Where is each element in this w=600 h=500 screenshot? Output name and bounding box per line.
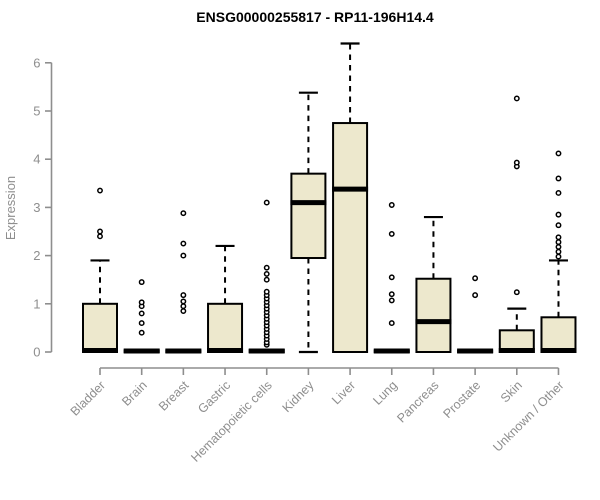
- x-category-label: Breast: [156, 378, 192, 414]
- box-prostate: [457, 275, 494, 354]
- box-rect: [415, 277, 452, 353]
- outlier-point: [263, 270, 270, 277]
- x-category-label: Liver: [329, 378, 358, 407]
- x-category-label: Gastric: [195, 378, 233, 416]
- outlier-point: [513, 159, 520, 166]
- box-hematopoietic-cells: [248, 199, 285, 354]
- outlier-point: [388, 297, 395, 304]
- y-tick-label: 5: [33, 104, 40, 119]
- outlier-point: [97, 187, 103, 194]
- outlier-point: [388, 202, 395, 208]
- x-category-label: Hematopoietic cells: [188, 378, 275, 465]
- outlier-point: [180, 252, 187, 259]
- outlier-point: [180, 210, 187, 217]
- outlier-point: [513, 95, 520, 102]
- outlier-point: [472, 275, 479, 282]
- outlier-point: [388, 230, 395, 237]
- box-breast: [165, 210, 202, 354]
- box-rect: [540, 316, 577, 353]
- x-category-label: Brain: [119, 378, 150, 409]
- box-bladder: [82, 187, 118, 354]
- y-tick-label: 6: [33, 55, 40, 70]
- outlier-point: [555, 211, 562, 218]
- y-tick-label: 3: [33, 200, 40, 215]
- outlier-point: [555, 239, 562, 246]
- box-pancreas: [415, 215, 452, 353]
- outlier-point: [180, 292, 187, 299]
- box-rect: [290, 172, 327, 260]
- outlier-point: [263, 276, 270, 283]
- outlier-point: [388, 320, 395, 327]
- boxes-layer: [82, 42, 577, 354]
- y-tick-label: 1: [33, 296, 40, 311]
- x-category-label: Prostate: [440, 378, 483, 421]
- box-lung: [373, 202, 410, 354]
- outlier-point: [555, 253, 562, 260]
- outlier-point: [138, 320, 145, 327]
- box-unknown-other: [540, 150, 577, 354]
- outlier-point: [513, 289, 520, 296]
- outlier-point: [97, 233, 103, 240]
- outlier-point: [555, 234, 562, 241]
- box-gastric: [207, 244, 244, 354]
- outlier-point: [263, 264, 270, 271]
- y-axis-label: Expression: [3, 176, 18, 240]
- chart-title: ENSG00000255817 - RP11-196H14.4: [196, 9, 434, 25]
- outlier-point: [263, 199, 270, 206]
- outlier-point: [388, 291, 395, 298]
- box-liver: [332, 42, 369, 353]
- x-category-label: Unknown / Other: [490, 378, 566, 454]
- x-category-label: Pancreas: [394, 378, 441, 425]
- y-tick-label: 2: [33, 248, 40, 263]
- outlier-point: [180, 298, 187, 305]
- outlier-point: [138, 279, 145, 286]
- outlier-point: [472, 292, 479, 299]
- x-category-label: Skin: [498, 378, 525, 405]
- outlier-point: [555, 189, 562, 196]
- outlier-point: [555, 222, 562, 229]
- y-tick-label: 0: [33, 345, 40, 360]
- box-rect: [332, 122, 369, 353]
- outlier-point: [180, 240, 187, 247]
- outlier-point: [555, 175, 562, 182]
- x-category-label: Lung: [370, 378, 400, 408]
- y-tick-label: 4: [33, 152, 40, 167]
- box-skin: [498, 95, 535, 354]
- outlier-point: [138, 310, 145, 317]
- outlier-point: [555, 248, 562, 255]
- outlier-point: [180, 303, 187, 310]
- box-kidney: [290, 91, 327, 354]
- outlier-point: [97, 228, 103, 235]
- outlier-point: [138, 329, 145, 336]
- outlier-point: [138, 299, 145, 306]
- outlier-point: [263, 288, 270, 295]
- outlier-point: [555, 150, 562, 157]
- outlier-point: [555, 243, 562, 250]
- axes: 0 1 2 3 4 5 6 Bladder Brain Breast GastricHematopo…: [33, 55, 566, 464]
- x-category-label: Bladder: [68, 378, 108, 418]
- outlier-point: [388, 274, 395, 281]
- box-brain: [123, 279, 160, 354]
- box-rect: [207, 302, 244, 353]
- box-rect: [82, 302, 118, 353]
- outlier-point: [180, 308, 187, 314]
- x-category-label: Kidney: [280, 378, 317, 415]
